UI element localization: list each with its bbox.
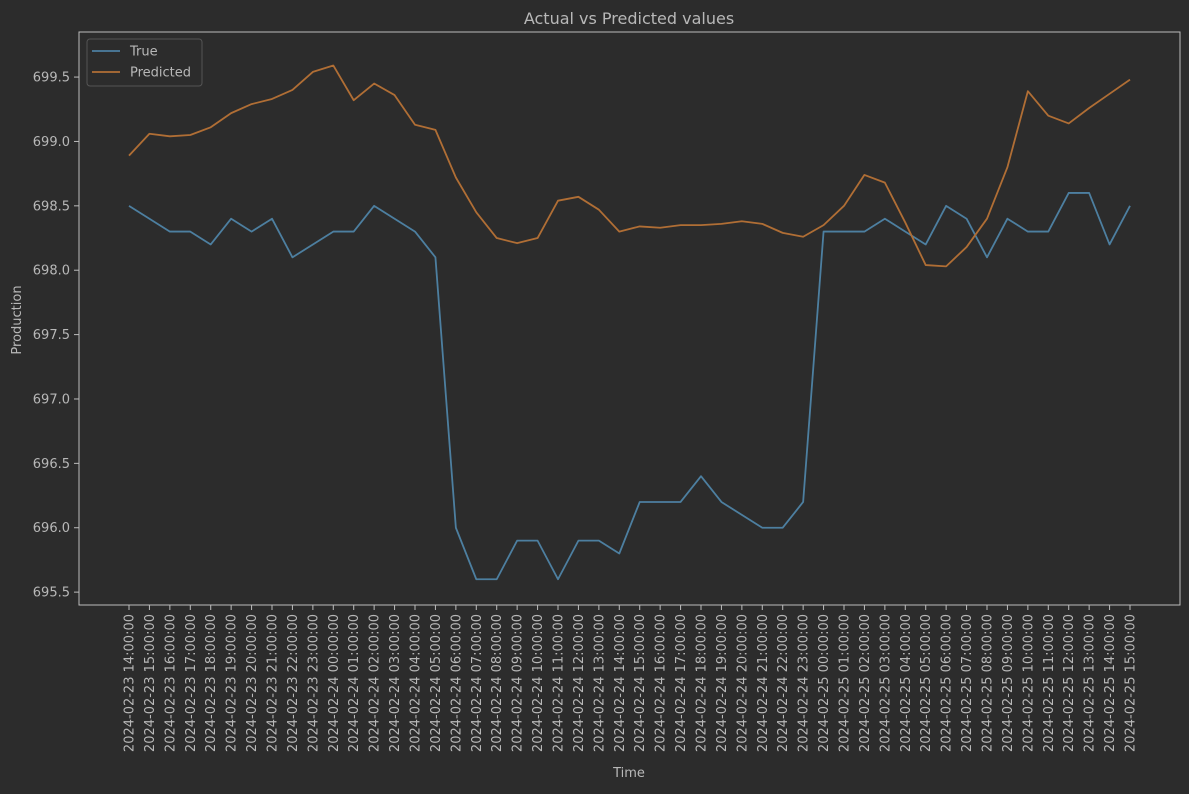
plot-frame: [78, 31, 1181, 606]
y-tick-label: 697.5: [33, 328, 70, 343]
x-tick-label: 2024-02-24 01:00:00: [347, 614, 362, 752]
x-tick-label: 2024-02-25 12:00:00: [1062, 614, 1077, 752]
x-tick-label: 2024-02-24 02:00:00: [368, 614, 383, 752]
x-tick-label: 2024-02-24 07:00:00: [470, 614, 485, 752]
x-tick-label: 2024-02-24 00:00:00: [327, 614, 342, 752]
x-tick-label: 2024-02-25 05:00:00: [919, 614, 934, 752]
x-tick-label: 2024-02-24 13:00:00: [592, 614, 607, 752]
x-axis-label: Time: [612, 766, 645, 781]
x-tick-label: 2024-02-23 17:00:00: [184, 614, 199, 752]
y-tick-label: 695.5: [33, 586, 70, 601]
x-tick-label: 2024-02-24 03:00:00: [388, 614, 403, 752]
x-tick-label: 2024-02-25 11:00:00: [1042, 614, 1057, 752]
x-tick-label: 2024-02-24 05:00:00: [429, 614, 444, 752]
x-tick-label: 2024-02-24 11:00:00: [552, 614, 567, 752]
x-tick-label: 2024-02-24 17:00:00: [674, 614, 689, 752]
x-tick-label: 2024-02-23 15:00:00: [143, 614, 158, 752]
chart-title: Actual vs Predicted values: [524, 9, 734, 28]
x-tick-label: 2024-02-25 10:00:00: [1021, 614, 1036, 752]
x-tick-label: 2024-02-25 14:00:00: [1103, 614, 1118, 752]
x-tick-label: 2024-02-25 15:00:00: [1124, 614, 1139, 752]
series-line-true: [128, 192, 1131, 581]
y-tick-label: 698.0: [33, 264, 70, 279]
x-tick-label: 2024-02-23 20:00:00: [245, 614, 260, 752]
x-tick-label: 2024-02-24 22:00:00: [776, 614, 791, 752]
x-tick-label: 2024-02-24 08:00:00: [490, 614, 505, 752]
y-tick-label: 696.0: [33, 521, 70, 536]
series-line-predicted: [128, 64, 1131, 268]
x-tick-label: 2024-02-24 15:00:00: [633, 614, 648, 752]
x-tick-label: 2024-02-25 02:00:00: [858, 614, 873, 752]
x-tick-label: 2024-02-25 08:00:00: [981, 614, 996, 752]
x-tick-label: 2024-02-24 19:00:00: [715, 614, 730, 752]
y-tick-label: 699.0: [33, 135, 70, 150]
x-tick-label: 2024-02-23 18:00:00: [204, 614, 219, 752]
y-axis-label: Production: [10, 285, 25, 354]
x-tick-label: 2024-02-25 00:00:00: [817, 614, 832, 752]
x-tick-label: 2024-02-25 13:00:00: [1083, 614, 1098, 752]
legend-label-predicted: Predicted: [130, 66, 191, 81]
legend: True Predicted: [86, 38, 203, 87]
y-tick-label: 696.5: [33, 457, 70, 472]
x-tick-label: 2024-02-25 01:00:00: [838, 614, 853, 752]
y-tick-label: 698.5: [33, 199, 70, 214]
x-tick-label: 2024-02-24 09:00:00: [511, 614, 526, 752]
x-tick-label: 2024-02-24 14:00:00: [613, 614, 628, 752]
plot-area: 695.5 696.0 696.5 697.0 697.5 698.0 698.5 699.0…: [33, 31, 1181, 752]
x-tick-label: 2024-02-24 21:00:00: [756, 614, 771, 752]
x-tick-label: 2024-02-24 20:00:00: [735, 614, 750, 752]
x-tick-label: 2024-02-24 18:00:00: [695, 614, 710, 752]
legend-label-true: True: [129, 45, 158, 60]
x-tick-label: 2024-02-23 19:00:00: [225, 614, 240, 752]
x-tick-label: 2024-02-23 23:00:00: [306, 614, 321, 752]
x-tick-label: 2024-02-24 23:00:00: [797, 614, 812, 752]
x-tick-label: 2024-02-25 09:00:00: [1001, 614, 1016, 752]
x-tick-label: 2024-02-23 22:00:00: [286, 614, 301, 752]
y-tick-label: 699.5: [33, 71, 70, 86]
x-tick-label: 2024-02-23 21:00:00: [266, 614, 281, 752]
x-tick-label: 2024-02-25 07:00:00: [960, 614, 975, 752]
x-tick-label: 2024-02-25 04:00:00: [899, 614, 914, 752]
x-tick-label: 2024-02-23 16:00:00: [163, 614, 178, 752]
x-tick-label: 2024-02-25 03:00:00: [878, 614, 893, 752]
x-tick-label: 2024-02-24 16:00:00: [654, 614, 669, 752]
x-tick-label: 2024-02-23 14:00:00: [123, 614, 138, 752]
x-tick-label: 2024-02-24 10:00:00: [531, 614, 546, 752]
y-tick-label: 697.0: [33, 392, 70, 407]
x-tick-label: 2024-02-24 04:00:00: [409, 614, 424, 752]
x-tick-label: 2024-02-24 12:00:00: [572, 614, 587, 752]
x-tick-label: 2024-02-25 06:00:00: [940, 614, 955, 752]
x-tick-label: 2024-02-24 06:00:00: [449, 614, 464, 752]
